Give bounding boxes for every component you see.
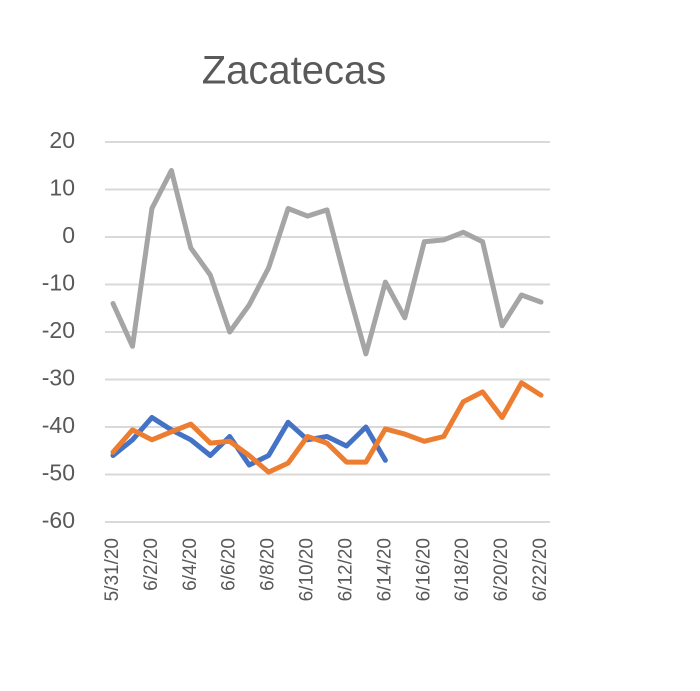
y-tick-label: -60 (42, 507, 75, 533)
x-tick-label: 6/22/20 (530, 538, 551, 601)
series-line (110, 168, 544, 357)
series-line (110, 380, 544, 475)
y-tick-label: 20 (49, 127, 75, 153)
y-tick-label: -50 (42, 460, 75, 486)
y-tick-label: 10 (49, 175, 75, 201)
x-tick-label: 6/6/20 (219, 538, 240, 591)
y-tick-label: -10 (42, 270, 75, 296)
x-tick-label: 6/2/20 (141, 538, 162, 591)
x-tick-label: 6/12/20 (335, 538, 356, 601)
x-tick-label: 6/18/20 (452, 538, 473, 601)
x-tick-label: 6/4/20 (180, 538, 201, 591)
y-tick-label: -30 (42, 365, 75, 391)
x-tick-label: 6/8/20 (258, 538, 279, 591)
x-tick-label: 6/20/20 (491, 538, 512, 601)
x-tick-label: 6/14/20 (374, 538, 395, 601)
y-tick-label: 0 (62, 222, 75, 248)
x-tick-label: 6/10/20 (297, 538, 318, 601)
chart-title: Zacatecas (202, 49, 387, 93)
series-line (110, 415, 388, 468)
x-tick-label: 6/16/20 (413, 538, 434, 601)
y-tick-label: -20 (42, 317, 75, 343)
y-tick-label: -40 (42, 412, 75, 438)
x-tick-label: 5/31/20 (102, 538, 123, 601)
